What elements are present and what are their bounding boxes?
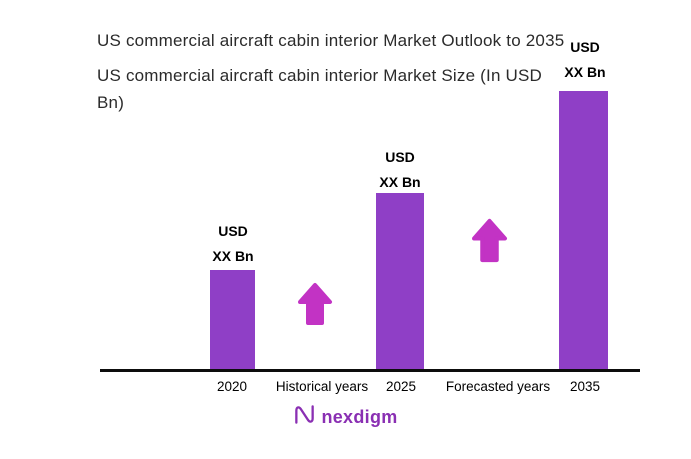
period-label-historical: Historical years <box>275 379 369 394</box>
bar-2020 <box>210 270 255 370</box>
growth-arrow-icon <box>297 282 333 331</box>
bar-value-label-2035: USD XX Bn <box>564 39 606 81</box>
chart-title: US commercial aircraft cabin interior Ma… <box>97 31 565 50</box>
nexdigm-logo-text: nexdigm <box>321 406 398 427</box>
bar-2035 <box>559 91 608 370</box>
nexdigm-logo: nexdigm <box>0 403 691 431</box>
chart-subtitle: US commercial aircraft cabin interior Ma… <box>97 66 543 112</box>
chart-header: US commercial aircraft cabin interior Ma… <box>97 28 567 125</box>
x-axis-line <box>100 369 640 372</box>
growth-arrow-icon <box>471 216 508 270</box>
x-tick-2035: 2035 <box>569 379 601 394</box>
nexdigm-logo-icon <box>293 403 316 431</box>
x-tick-2020: 2020 <box>216 379 248 394</box>
period-label-forecasted: Forecasted years <box>445 379 551 394</box>
bar-value-label-2025: USD XX Bn <box>379 149 421 191</box>
bar-value-label-2020: USD XX Bn <box>212 223 254 265</box>
bar-2025 <box>376 193 424 370</box>
x-tick-2025: 2025 <box>385 379 417 394</box>
